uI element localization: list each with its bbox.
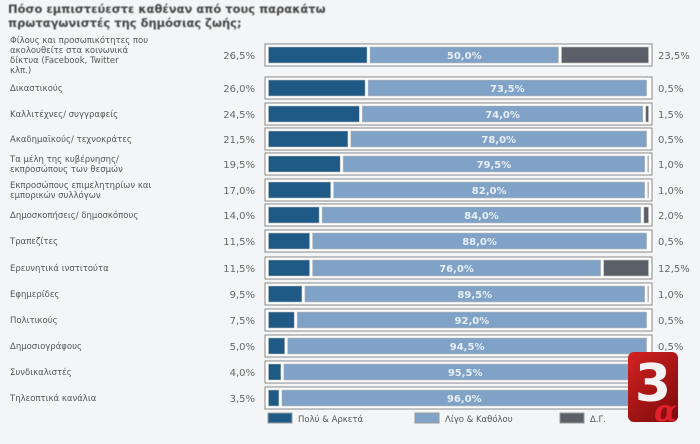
bar-segment: [321, 206, 642, 224]
bar-segment: [268, 79, 366, 97]
bar-segment: [643, 206, 649, 224]
category-label: Καλλιτέχνες/ συγγραφείς: [10, 109, 118, 120]
value-label-dontknow: 0,5%: [658, 342, 683, 353]
bar-segment: [561, 46, 649, 64]
bar-segment: [268, 206, 320, 224]
category-label: Ερευνητικά ινστιτούτα: [10, 263, 109, 274]
value-label-positive: 26,5%: [223, 51, 255, 62]
bar-segment: [312, 232, 647, 250]
category-label: Συνδικαλιστές: [10, 367, 72, 378]
bar-segment: [268, 259, 310, 277]
category-label: Πολιτικούς: [10, 315, 58, 326]
category-label: Τραπεζίτες: [9, 237, 58, 247]
value-label-positive: 14,0%: [223, 211, 255, 222]
value-label-dontknow: 1,0%: [658, 160, 683, 171]
legend-label: Πολύ & Αρκετά: [298, 414, 364, 425]
legend-label: Λίγο & Καθόλου: [445, 414, 513, 425]
value-label-negative: 73,5%: [490, 84, 525, 95]
value-label-dontknow: 1,5%: [658, 110, 683, 121]
bar-segment: [268, 311, 295, 329]
value-label-positive: 19,5%: [223, 160, 255, 171]
bar-segment: [287, 337, 647, 355]
category-label: Τα μέλη της κυβέρνησης/εκπροσώπους των θ…: [9, 154, 123, 175]
bar-segment: [268, 130, 349, 148]
value-label-positive: 5,0%: [230, 342, 255, 353]
value-label-positive: 21,5%: [223, 135, 255, 146]
value-label-positive: 17,0%: [223, 186, 255, 197]
stacked-bar-chart: Φίλους και προσωπικότητες που ακολουθείτε…: [9, 35, 690, 425]
value-label-negative: 96,0%: [447, 394, 482, 405]
bar-segment: [304, 285, 645, 303]
value-label-negative: 74,0%: [485, 110, 520, 121]
value-label-dontknow: 0,5%: [658, 316, 683, 327]
value-label-negative: 94,5%: [450, 342, 485, 353]
category-label: Δικαστικούς: [10, 83, 63, 94]
bar-segment: [268, 232, 310, 250]
bar-segment: [333, 181, 645, 199]
legend-swatch: [559, 412, 585, 424]
value-label-negative: 89,5%: [457, 290, 492, 301]
value-label-negative: 78,0%: [481, 135, 516, 146]
bar-segment: [350, 130, 647, 148]
category-label: Τηλεοπτικά κανάλια: [9, 394, 97, 404]
value-label-negative: 76,0%: [439, 264, 474, 275]
category-label: Φίλους και προσωπικότητες που ακολουθείτε…: [10, 35, 148, 76]
bar-segment: [268, 155, 341, 173]
value-label-positive: 24,5%: [223, 110, 255, 121]
bar-segment: [603, 259, 649, 277]
value-label-dontknow: 2,0%: [658, 211, 683, 222]
bar-segment: [312, 259, 601, 277]
bar-segment: [645, 105, 649, 123]
bar-segment: [647, 181, 649, 199]
value-label-negative: 50,0%: [447, 51, 482, 62]
value-label-positive: 11,5%: [223, 237, 255, 248]
bar-segment: [362, 105, 644, 123]
category-label: Δημοσκοπήσεις/ δημοσκόπους: [10, 210, 138, 221]
bar-segment: [268, 363, 282, 381]
value-label-negative: 82,0%: [472, 186, 507, 197]
legend-label: Δ.Γ.: [590, 415, 606, 425]
category-label: Δημοσιογράφους: [10, 342, 82, 352]
value-label-dontknow: 0,5%: [658, 135, 683, 146]
value-label-negative: 88,0%: [462, 237, 497, 248]
value-label-positive: 4,0%: [230, 368, 255, 379]
bar-segment: [268, 285, 303, 303]
bar-segment: [268, 181, 331, 199]
bar-segment: [268, 337, 285, 355]
value-label-dontknow: 12,5%: [658, 264, 690, 275]
value-label-positive: 26,0%: [223, 84, 255, 95]
bar-segment: [647, 285, 649, 303]
value-label-positive: 3,5%: [230, 394, 255, 405]
value-label-dontknow: 0,5%: [658, 237, 683, 248]
value-label-dontknow: 23,5%: [658, 51, 690, 62]
category-label: Εφημερίδες: [10, 290, 59, 300]
bar-segment: [268, 46, 368, 64]
category-label: Εκπροσώπους επιμελητηρίων και εμπορικών σ…: [10, 180, 151, 201]
bar-segment: [296, 311, 647, 329]
value-label-negative: 79,5%: [477, 160, 512, 171]
chart-title: Πόσο εμπιστεύεστε καθέναν από τους παρακ…: [8, 2, 326, 30]
value-label-negative: 92,0%: [455, 316, 490, 327]
category-label: Ακαδημαϊκούς/ τεχνοκράτες: [10, 134, 132, 145]
bar-segment: [367, 79, 647, 97]
value-label-dontknow: 1,0%: [658, 186, 683, 197]
bar-segment: [369, 46, 559, 64]
value-label-negative: 95,5%: [448, 368, 483, 379]
value-label-dontknow: 1,0%: [658, 290, 683, 301]
bar-segment: [647, 155, 649, 173]
legend-swatch: [414, 412, 440, 424]
value-label-positive: 9,5%: [230, 290, 255, 301]
bar-segment: [268, 389, 280, 407]
value-label-dontknow: 0,5%: [658, 84, 683, 95]
value-label-positive: 11,5%: [223, 264, 255, 275]
legend-swatch: [267, 412, 293, 424]
bar-segment: [268, 105, 360, 123]
value-label-negative: 84,0%: [464, 211, 499, 222]
value-label-positive: 7,5%: [230, 316, 255, 327]
bar-segment: [342, 155, 645, 173]
